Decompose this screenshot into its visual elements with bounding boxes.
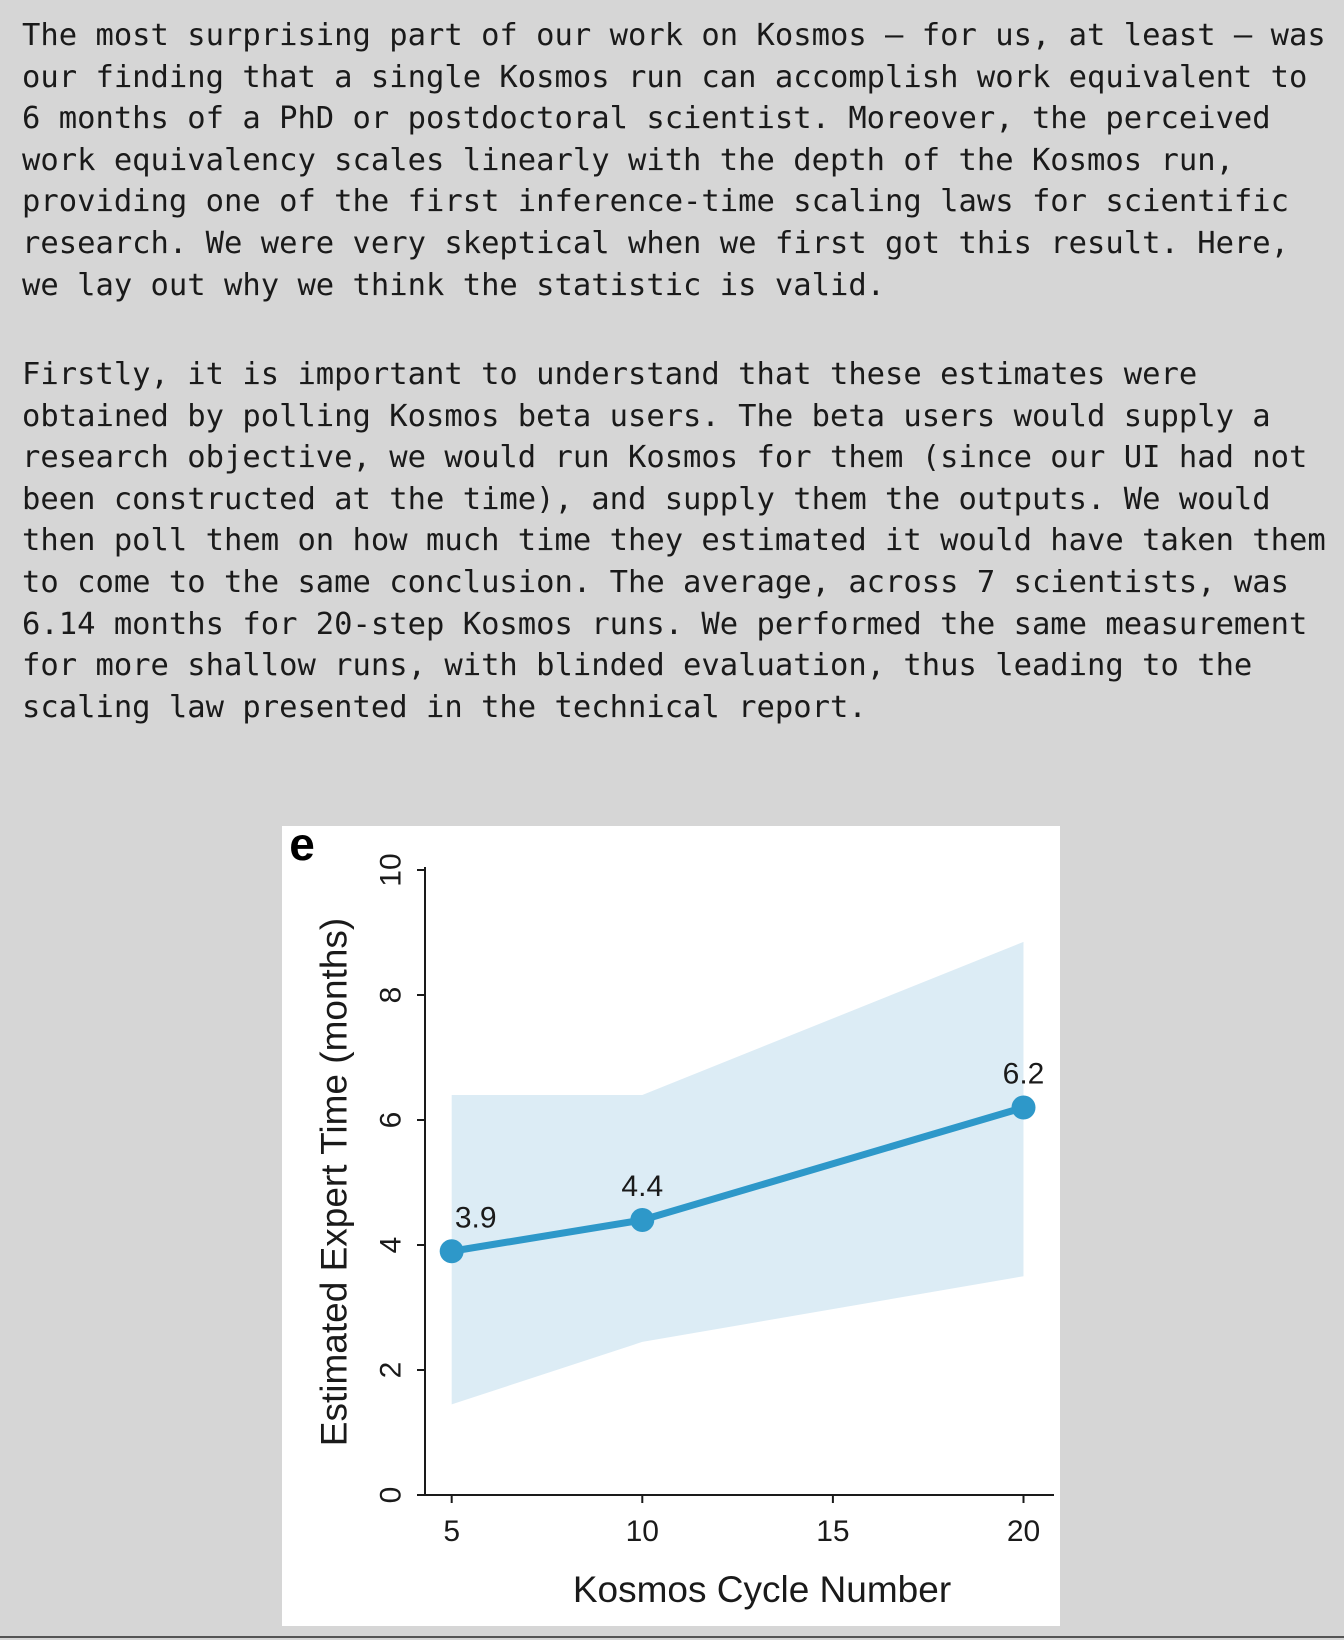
x-tick-label: 15	[816, 1515, 849, 1548]
text-line: The most surprising part of our work on …	[22, 18, 1326, 53]
text-line: providing one of the first inference-tim…	[22, 184, 1290, 220]
data-point	[439, 1239, 464, 1264]
x-tick-label: 10	[626, 1515, 659, 1548]
text-line: scaling law presented in the technical r…	[22, 689, 867, 725]
y-tick-label: 6	[375, 1112, 408, 1129]
y-tick-label: 0	[375, 1487, 408, 1504]
text-line: our finding that a single Kosmos run can…	[22, 59, 1308, 95]
expert-time-chart: 0 2 4 6 8 10 5 10 15 20 3.9 4.4 6.2 Kosmos Cycle Numb…	[289, 826, 1054, 1610]
text-line: then poll them on how much time they est…	[22, 523, 1326, 559]
data-point	[1011, 1095, 1036, 1120]
text-line: to come to the same conclusion. The aver…	[22, 564, 1290, 600]
y-axis-title: Estimated Expert Time (months)	[314, 918, 355, 1446]
paragraph-1: The most surprising part of our work on …	[22, 15, 1326, 306]
text-line: for more shallow runs, with blinded eval…	[22, 648, 1253, 684]
x-tick-label: 20	[1007, 1515, 1040, 1548]
data-label: 3.9	[455, 1201, 497, 1234]
data-label: 4.4	[621, 1170, 663, 1203]
y-tick-label: 4	[375, 1237, 408, 1254]
confidence-band	[451, 941, 1024, 1405]
text-line: we lay out why we think the statistic is…	[22, 267, 886, 303]
text-line: been constructed at the time), and suppl…	[22, 481, 1271, 517]
chart-figure: 0 2 4 6 8 10 5 10 15 20 3.9 4.4 6.2 Kosmos Cycle Numb…	[282, 826, 1060, 1626]
text-line: research objective, we would run Kosmos …	[22, 440, 1308, 476]
x-tick-label: 5	[443, 1515, 460, 1548]
y-tick-label: 8	[375, 987, 408, 1004]
data-label: 6.2	[1003, 1058, 1045, 1091]
y-tick-label: 10	[375, 853, 408, 886]
text-line: work equivalency scales linearly with th…	[22, 142, 1234, 178]
y-tick-label: 2	[375, 1362, 408, 1379]
data-point	[630, 1208, 655, 1232]
panel-label: e	[289, 826, 315, 870]
text-line: 6 months of a PhD or postdoctoral scient…	[22, 101, 1271, 137]
text-line: Firstly, it is important to understand t…	[22, 357, 1198, 392]
x-axis-title: Kosmos Cycle Number	[573, 1569, 951, 1610]
text-line: obtained by polling Kosmos beta users. T…	[22, 398, 1271, 434]
text-line: 6.14 months for 20-step Kosmos runs. We …	[22, 606, 1308, 642]
divider	[0, 1636, 1344, 1638]
paragraph-2: Firstly, it is important to understand t…	[22, 354, 1326, 728]
text-line: research. We were very skeptical when we…	[22, 225, 1290, 261]
